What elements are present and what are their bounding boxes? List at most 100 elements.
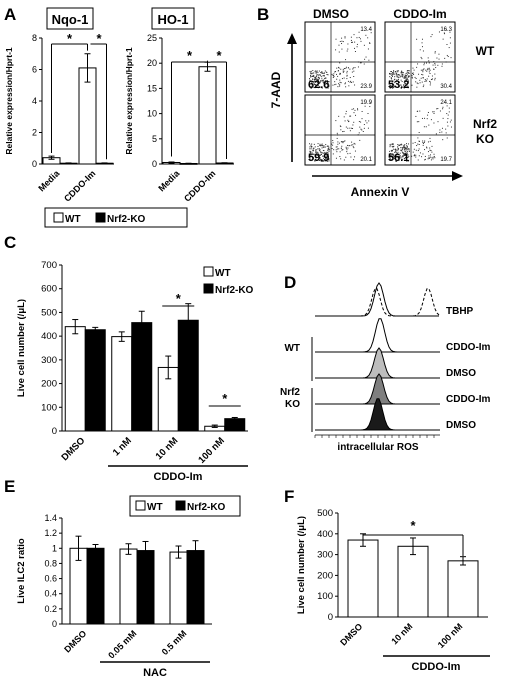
- flow-dot: [328, 156, 330, 158]
- flow-dot: [336, 67, 338, 69]
- flow-dot: [421, 58, 423, 60]
- chart5-bar: [86, 547, 105, 625]
- flow-dot: [318, 155, 320, 157]
- chart5-bar: [119, 548, 138, 625]
- flow-dot: [394, 85, 396, 87]
- flow-x-arrowhead: [452, 171, 463, 181]
- flow-dot: [414, 76, 416, 78]
- flow-dot: [353, 159, 355, 161]
- legend-c-wt-swatch: [203, 266, 214, 277]
- flow-dot: [389, 158, 391, 160]
- flow-dot: [401, 144, 403, 146]
- flow-dot: [325, 144, 327, 146]
- flow-dot: [392, 158, 394, 160]
- chart0-ytick-label: 0: [32, 159, 37, 169]
- flow-quadrant-ur: 24.1: [440, 100, 452, 106]
- flow-dot: [315, 157, 317, 159]
- flow-dot: [396, 73, 398, 75]
- flow-dot: [318, 77, 320, 79]
- flow-dot: [418, 132, 420, 134]
- flow-dot: [415, 154, 417, 156]
- flow-dot: [406, 76, 408, 78]
- flow-dot: [389, 153, 391, 155]
- flow-dot: [334, 71, 336, 73]
- flow-dot: [356, 37, 358, 39]
- flow-dot: [323, 145, 325, 147]
- flow-dot: [401, 72, 403, 74]
- flow-dot: [434, 73, 436, 75]
- flow-dot: [319, 159, 321, 161]
- flow-dot: [314, 146, 316, 148]
- flow-dot: [327, 152, 329, 154]
- chart6-ytick-label: 400: [317, 529, 333, 540]
- flow-dot: [406, 74, 408, 76]
- flow-dot: [431, 151, 433, 153]
- flow-dot: [404, 155, 406, 157]
- chart5-bar: [169, 551, 188, 625]
- flow-dot: [398, 74, 400, 76]
- flow-dot: [394, 86, 396, 88]
- flow-dot: [394, 151, 396, 153]
- ros-group-wt: WT: [284, 343, 300, 354]
- chart5-ytick-label: 1: [52, 543, 57, 553]
- flow-dot: [392, 143, 394, 145]
- flow-dot: [310, 75, 312, 77]
- flow-dot: [419, 79, 421, 81]
- flow-dot: [323, 152, 325, 154]
- flow-dot: [340, 147, 342, 149]
- flow-dot: [317, 154, 319, 156]
- flow-dot: [407, 156, 409, 158]
- flow-dot: [318, 82, 320, 84]
- flow-dot: [312, 75, 314, 77]
- flow-dot: [363, 63, 365, 65]
- flow-dot: [444, 33, 446, 35]
- flow-dot: [323, 82, 325, 84]
- flow-dot: [311, 146, 313, 148]
- flow-dot: [341, 37, 343, 39]
- flow-dot: [449, 42, 451, 44]
- flow-dot: [446, 105, 448, 107]
- flow-dot: [320, 159, 322, 161]
- flow-dot: [391, 86, 393, 88]
- flow-dot: [433, 153, 435, 155]
- flow-dot: [397, 156, 399, 158]
- flow-dot: [332, 74, 334, 76]
- chart3-ytick-label: 100: [41, 402, 57, 413]
- flow-dot: [424, 159, 426, 161]
- flow-dot: [313, 143, 315, 145]
- flow-dot: [367, 37, 369, 39]
- flow-dot: [334, 81, 336, 83]
- flow-dot: [406, 160, 408, 162]
- flow-dot: [450, 119, 452, 121]
- flow-dot: [315, 84, 317, 86]
- flow-dot: [389, 158, 391, 160]
- panel-label-b: B: [257, 5, 269, 24]
- flow-dot: [335, 149, 337, 151]
- flow-dot: [327, 81, 329, 83]
- flow-dot: [319, 158, 321, 160]
- panel-e-legend: [129, 495, 241, 517]
- flow-quadrant-lr: 23.9: [360, 84, 372, 90]
- flow-dot: [406, 146, 408, 148]
- flow-dot: [326, 145, 328, 147]
- flow-dot: [353, 142, 355, 144]
- ros-track-label: DMSO: [446, 420, 476, 431]
- flow-dot: [313, 83, 315, 85]
- flow-dot: [352, 67, 354, 69]
- flow-dot: [320, 144, 322, 146]
- flow-dot: [340, 126, 342, 128]
- flow-plot: [304, 21, 376, 93]
- flow-dot: [309, 148, 311, 150]
- flow-dot: [351, 108, 353, 110]
- flow-dot: [406, 155, 408, 157]
- flow-dot: [317, 79, 319, 81]
- flow-dot: [368, 59, 370, 61]
- flow-dot: [370, 102, 372, 104]
- flow-dot: [397, 77, 399, 79]
- flow-dot: [449, 121, 451, 123]
- flow-dot: [402, 155, 404, 157]
- panel-label-f: F: [284, 487, 294, 506]
- flow-dot: [400, 147, 402, 149]
- flow-dot: [311, 153, 313, 155]
